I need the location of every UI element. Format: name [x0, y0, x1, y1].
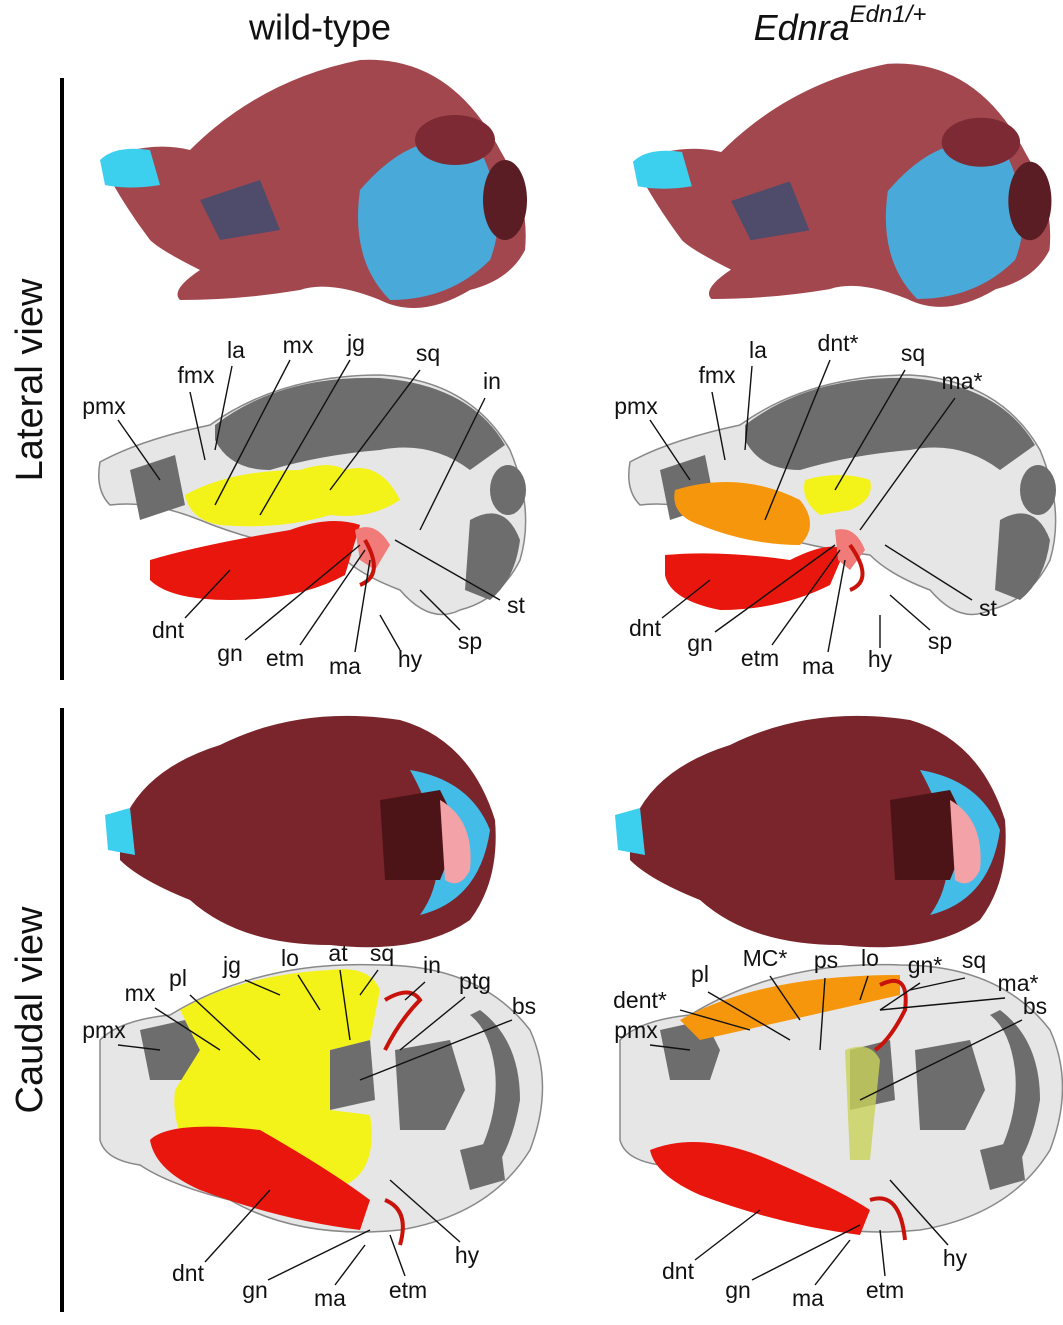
- structure-label: ma: [314, 1285, 346, 1311]
- structure-label: hy: [868, 646, 893, 672]
- structure-label: bs: [512, 993, 536, 1019]
- structure-label: la: [749, 337, 767, 363]
- column-title: EdnraEdn1/+: [754, 1, 927, 47]
- structure-label: dnt*: [818, 330, 859, 356]
- structure-label: sq: [962, 947, 986, 973]
- structure-label: ma: [792, 1285, 824, 1311]
- leader-line: [815, 1240, 850, 1285]
- structure-label: gn*: [908, 952, 943, 978]
- structure-label: ptg: [459, 968, 491, 994]
- photo-caudal-wt: [105, 716, 496, 947]
- photo-lateral-mutant: [633, 64, 1051, 307]
- structure-label: sq: [370, 940, 394, 966]
- photo-lateral-wt: [100, 60, 527, 308]
- leader-line: [380, 615, 400, 650]
- structure-label: etm: [389, 1277, 427, 1303]
- structure-label: sq: [901, 340, 925, 366]
- structure-label: etm: [866, 1277, 904, 1303]
- structure-label: hy: [943, 1245, 968, 1271]
- leader-line: [335, 1245, 365, 1285]
- structure-label: dnt: [172, 1260, 205, 1286]
- structure-label: in: [483, 368, 501, 394]
- structure-label: bs: [1023, 993, 1047, 1019]
- structure-label: etm: [741, 645, 779, 671]
- column-title: wild-type: [248, 7, 391, 48]
- structure-label: pmx: [614, 393, 658, 419]
- structure-label: hy: [455, 1242, 480, 1268]
- photo-caudal-mutant: [615, 716, 1006, 947]
- structure-label: jg: [222, 952, 241, 978]
- structure-label: etm: [266, 645, 304, 671]
- leader-line: [355, 560, 370, 652]
- structure-label: st: [979, 595, 998, 621]
- structure-label: at: [328, 940, 348, 966]
- figure: wild-type EdnraEdn1/+ Lateral view Cauda…: [0, 0, 1063, 1320]
- row-label: Caudal view: [9, 906, 51, 1114]
- structure-label: dnt: [629, 615, 662, 641]
- structure-label: mx: [283, 332, 314, 358]
- structure-label: ma*: [942, 368, 983, 394]
- row-label: Lateral view: [9, 278, 51, 481]
- structure-label: dnt: [152, 617, 185, 643]
- structure-label: fmx: [698, 362, 736, 388]
- structure-label: pmx: [614, 1017, 658, 1043]
- structure-label: mx: [125, 980, 156, 1006]
- structure-label: pl: [169, 965, 187, 991]
- title-main: Ednra: [754, 7, 850, 48]
- structure-label: dnt: [662, 1258, 695, 1284]
- structure-label: MC*: [743, 945, 788, 971]
- structure-label: ps: [814, 947, 838, 973]
- structure-label: gn: [725, 1277, 751, 1303]
- structure-label: sp: [928, 628, 952, 654]
- structure-label: lo: [861, 945, 879, 971]
- structure-label: gn: [242, 1277, 268, 1303]
- structure-label: ma: [329, 653, 361, 679]
- dentary: [665, 547, 845, 610]
- structure-label: in: [423, 952, 441, 978]
- leader-line: [752, 1225, 860, 1280]
- leader-line: [880, 1230, 885, 1276]
- structure-label: pmx: [82, 1017, 126, 1043]
- structure-label: hy: [398, 646, 423, 672]
- structure-label: fmx: [177, 362, 215, 388]
- leader-line: [695, 1210, 760, 1260]
- structure-label: gn: [687, 630, 713, 656]
- structure-label: sq: [416, 340, 440, 366]
- leader-line: [268, 1230, 370, 1280]
- title-superscript: Edn1/+: [850, 1, 927, 28]
- structure-label: ma: [802, 653, 834, 679]
- structure-label: gn: [217, 640, 243, 666]
- leader-line: [890, 595, 930, 630]
- structure-label: st: [507, 592, 526, 618]
- structure-label: jg: [346, 330, 365, 356]
- page: { "columns": [ {"title": "wild-type"}, {…: [0, 0, 1063, 1320]
- structure-label: pl: [691, 961, 709, 987]
- structure-label: dent*: [613, 987, 667, 1013]
- structure-label: la: [227, 337, 245, 363]
- structure-label: sp: [458, 628, 482, 654]
- structure-label: lo: [281, 945, 299, 971]
- structure-label: pmx: [82, 393, 126, 419]
